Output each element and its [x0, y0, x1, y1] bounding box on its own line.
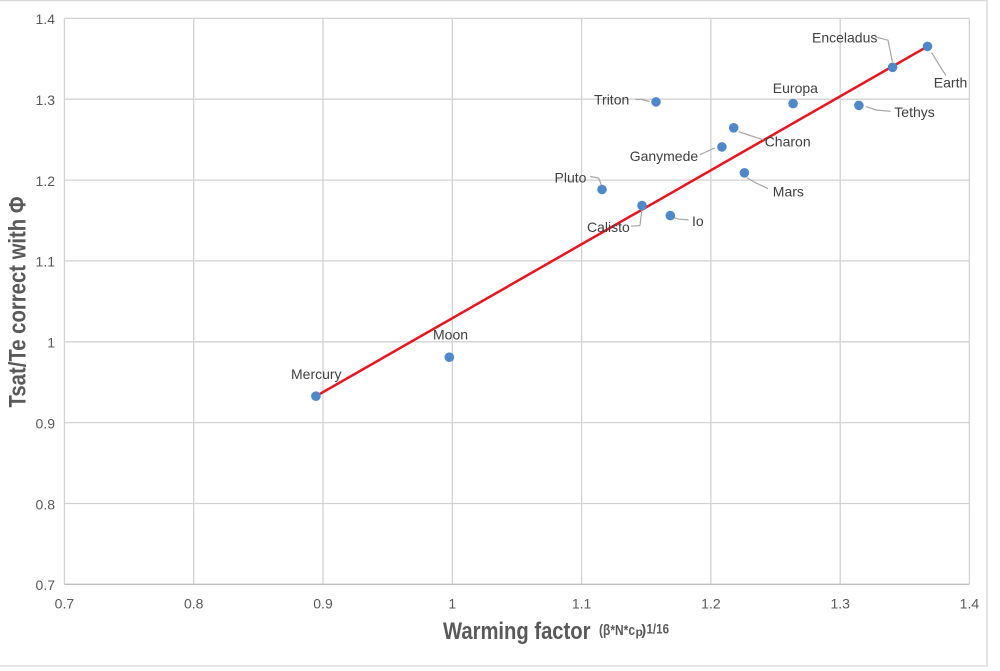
svg-text:Ganymede: Ganymede [630, 148, 699, 164]
svg-text:1.3: 1.3 [36, 92, 56, 108]
svg-text:Pluto: Pluto [555, 170, 587, 186]
svg-text:0.8: 0.8 [184, 596, 204, 612]
svg-text:1.2: 1.2 [36, 173, 56, 189]
svg-text:1.2: 1.2 [701, 596, 721, 612]
svg-text:Tethys: Tethys [894, 104, 934, 120]
svg-text:0.8: 0.8 [36, 496, 56, 512]
svg-text:Mercury: Mercury [291, 366, 342, 382]
svg-text:Europa: Europa [773, 80, 818, 96]
svg-text:1.1: 1.1 [36, 254, 56, 270]
svg-text:0.9: 0.9 [36, 415, 56, 431]
svg-text:Earth: Earth [934, 74, 967, 90]
svg-text:1.4: 1.4 [36, 11, 56, 27]
svg-text:Mars: Mars [773, 183, 804, 199]
svg-text:Warming factor: Warming factor [443, 618, 591, 645]
svg-text:(β*N*c: (β*N*c [599, 622, 635, 639]
svg-text:1: 1 [448, 596, 456, 612]
svg-text:p: p [636, 625, 643, 639]
svg-text:Moon: Moon [433, 326, 468, 342]
svg-text:Tsat/Te correct with Φ: Tsat/Te correct with Φ [4, 197, 31, 408]
svg-text:Calisto: Calisto [587, 219, 630, 235]
svg-text:Charon: Charon [765, 133, 811, 149]
svg-text:1/16: 1/16 [647, 621, 670, 636]
svg-text:Io: Io [692, 213, 704, 229]
svg-text:1.1: 1.1 [572, 596, 592, 612]
svg-text:): ) [641, 622, 646, 639]
svg-text:1.4: 1.4 [960, 596, 980, 612]
svg-text:Triton: Triton [594, 92, 629, 108]
svg-text:0.9: 0.9 [313, 596, 333, 612]
svg-text:0.7: 0.7 [55, 596, 75, 612]
svg-text:0.7: 0.7 [36, 577, 56, 593]
svg-text:1.3: 1.3 [830, 596, 850, 612]
svg-text:Enceladus: Enceladus [812, 29, 877, 45]
svg-text:1: 1 [47, 335, 55, 351]
